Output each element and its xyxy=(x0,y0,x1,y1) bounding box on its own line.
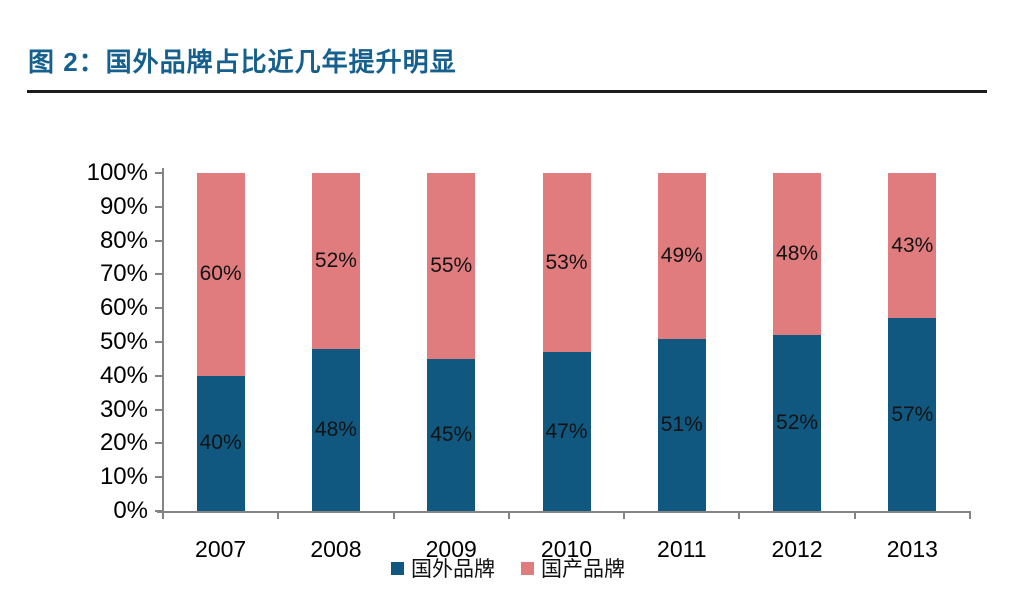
x-tick-mark xyxy=(738,511,741,519)
bar-segment-foreign xyxy=(773,335,822,511)
x-axis-label: 2007 xyxy=(195,536,247,562)
y-tick-label: 80% xyxy=(99,226,148,254)
bar-segment-domestic xyxy=(542,173,591,353)
x-axis-label: 2013 xyxy=(886,536,938,562)
bar-label-domestic: 55% xyxy=(430,253,473,277)
legend-label: 国产品牌 xyxy=(541,558,625,581)
bar-label-foreign: 40% xyxy=(199,431,242,455)
bar-label-foreign: 57% xyxy=(891,402,934,426)
title-underline xyxy=(27,90,987,93)
y-tick-label: 90% xyxy=(99,192,148,220)
y-tick-label: 40% xyxy=(99,361,148,389)
bar-label-domestic: 49% xyxy=(660,243,703,267)
y-tick-mark xyxy=(155,341,163,343)
bar-segment-foreign xyxy=(427,358,476,511)
bar-segment-domestic xyxy=(196,173,245,376)
bar-label-foreign: 47% xyxy=(545,419,588,443)
figure-title: 图 2：国外品牌占比近几年提升明显 xyxy=(28,47,457,77)
legend-swatch xyxy=(521,561,534,575)
x-tick-mark xyxy=(623,511,626,519)
y-tick-mark xyxy=(155,172,163,174)
bar-segment-domestic xyxy=(427,173,476,359)
y-tick-label: 20% xyxy=(99,429,148,457)
bar-segment-domestic xyxy=(311,173,360,349)
x-tick-mark xyxy=(853,511,856,519)
y-tick-label: 0% xyxy=(113,497,148,524)
x-axis-label: 2010 xyxy=(540,536,593,562)
chart-legend: 国外品牌 国产品牌 xyxy=(0,553,1016,583)
x-tick-mark xyxy=(162,511,164,519)
bar-segment-foreign xyxy=(196,375,245,511)
x-tick-mark xyxy=(392,511,395,519)
y-tick-mark xyxy=(155,374,163,377)
bar-segment-foreign xyxy=(657,338,706,511)
bar-label-foreign: 52% xyxy=(776,411,819,435)
y-tick-label: 10% xyxy=(99,463,148,491)
y-tick-label: 70% xyxy=(99,260,148,288)
x-tick-mark xyxy=(969,511,971,519)
y-tick-mark xyxy=(155,273,163,276)
x-axis-label: 2011 xyxy=(657,536,707,562)
x-tick-mark xyxy=(507,511,510,519)
bar-label-domestic: 52% xyxy=(314,248,357,272)
y-axis-line xyxy=(162,168,164,513)
bar-label-foreign: 51% xyxy=(660,412,703,436)
bar-label-domestic: 43% xyxy=(891,233,934,257)
x-axis-line xyxy=(157,511,970,513)
y-tick-label: 50% xyxy=(99,328,148,355)
legend-item: 国产品牌 xyxy=(521,553,625,583)
y-tick-mark xyxy=(155,510,163,512)
y-tick-label: 100% xyxy=(86,159,148,186)
legend-swatch xyxy=(391,561,404,575)
bar-label-foreign: 48% xyxy=(314,417,357,441)
bar-segment-foreign xyxy=(311,348,360,511)
x-axis-label: 2009 xyxy=(425,536,477,562)
bar-label-domestic: 60% xyxy=(199,262,242,286)
x-axis-label: 2008 xyxy=(310,536,362,562)
bar-segment-domestic xyxy=(888,173,937,319)
y-tick-mark xyxy=(155,408,163,411)
legend-label: 国外品牌 xyxy=(411,558,495,581)
legend-item: 国外品牌 xyxy=(391,553,495,583)
y-tick-mark xyxy=(155,442,163,445)
bar-segment-domestic xyxy=(773,173,822,336)
bar-label-domestic: 48% xyxy=(776,242,819,266)
y-tick-mark xyxy=(155,239,163,242)
y-tick-mark xyxy=(155,307,163,310)
y-tick-mark xyxy=(155,476,163,479)
bar-segment-foreign xyxy=(542,352,591,511)
x-tick-mark xyxy=(277,511,280,519)
y-tick-label: 60% xyxy=(99,294,148,322)
bar-segment-foreign xyxy=(888,318,937,511)
y-tick-label: 30% xyxy=(99,395,148,423)
bar-label-domestic: 53% xyxy=(545,250,588,274)
bar-label-foreign: 45% xyxy=(430,422,473,446)
x-axis-label: 2012 xyxy=(771,536,823,562)
bar-segment-domestic xyxy=(657,173,706,339)
y-tick-mark xyxy=(155,205,163,208)
